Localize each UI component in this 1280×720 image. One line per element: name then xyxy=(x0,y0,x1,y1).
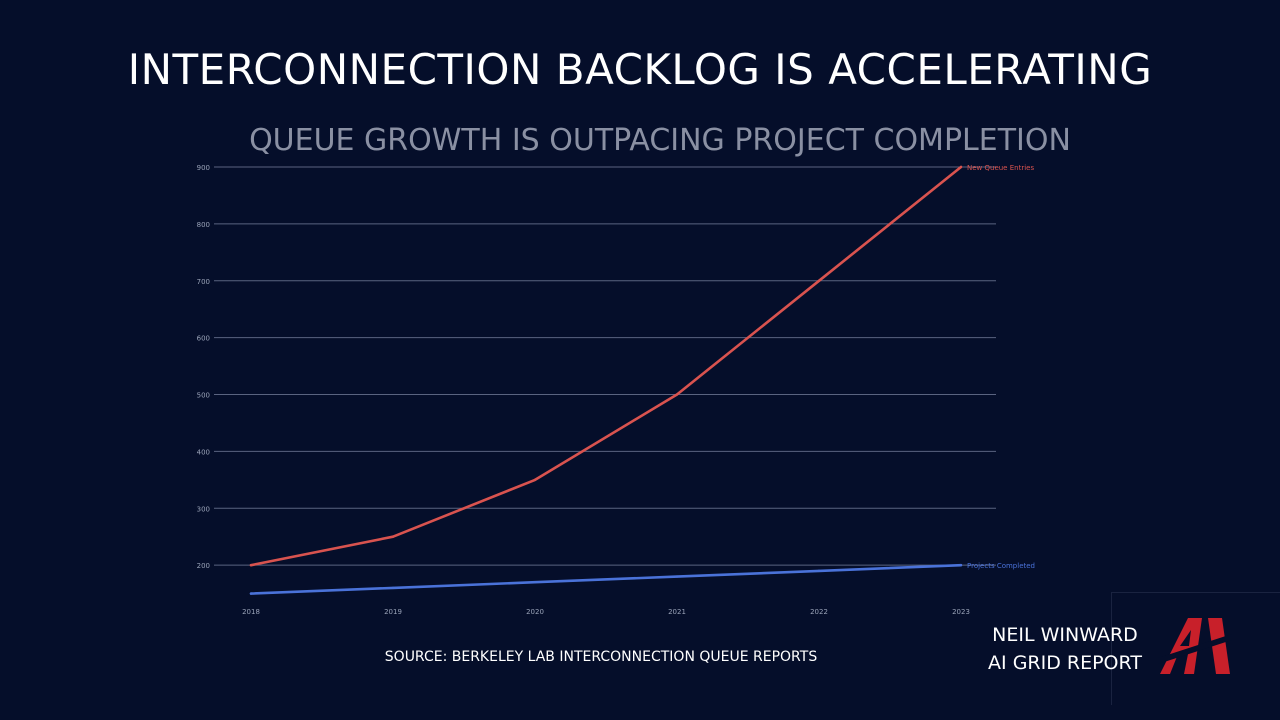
x-tick-label: 2019 xyxy=(384,608,402,616)
y-tick-label: 300 xyxy=(197,505,210,513)
series-labels: New Queue Entries Projects Completed xyxy=(967,164,1035,570)
data-point-new-queue-entries xyxy=(959,165,963,169)
source-note: SOURCE: BERKELEY LAB INTERCONNECTION QUE… xyxy=(384,649,818,665)
y-tick-label: 600 xyxy=(197,335,210,343)
data-point-projects-completed xyxy=(249,592,253,595)
series-label-new-queue-entries: New Queue Entries xyxy=(967,164,1034,172)
x-tick-label: 2018 xyxy=(242,608,260,616)
x-tick-label: 2023 xyxy=(952,608,970,616)
data-point-new-queue-entries xyxy=(675,393,679,396)
data-point-projects-completed xyxy=(817,569,821,573)
data-point-projects-completed xyxy=(533,581,537,584)
y-tick-label: 900 xyxy=(197,164,210,172)
data-point-new-queue-entries xyxy=(533,478,537,482)
series-line-new-queue-entries xyxy=(249,165,963,567)
data-point-new-queue-entries xyxy=(391,535,395,538)
y-tick-label: 400 xyxy=(197,448,210,456)
brand-panel xyxy=(1111,592,1280,705)
y-tick-label: 700 xyxy=(197,278,210,286)
x-tick-label: 2021 xyxy=(668,608,686,616)
x-tick-label: 2020 xyxy=(526,608,544,616)
data-point-projects-completed xyxy=(391,586,395,590)
gridlines xyxy=(214,166,996,566)
series-label-projects-completed: Projects Completed xyxy=(967,562,1035,570)
author-name: NEIL WINWARD xyxy=(992,624,1138,646)
data-point-new-queue-entries xyxy=(817,279,821,282)
ai-logo-icon xyxy=(1158,618,1232,674)
x-tick-label: 2022 xyxy=(810,608,828,616)
y-axis-ticks: 200 300 400 500 600 700 800 900 xyxy=(197,164,210,570)
y-tick-label: 500 xyxy=(197,392,210,400)
y-tick-label: 200 xyxy=(197,562,210,570)
y-tick-label: 800 xyxy=(197,221,210,229)
page-title: INTERCONNECTION BACKLOG IS ACCELERATING xyxy=(127,45,1153,94)
series-lines xyxy=(249,165,963,595)
chart-title: QUEUE GROWTH IS OUTPACING PROJECT COMPLE… xyxy=(249,123,1071,158)
series-line-projects-completed xyxy=(249,563,963,595)
data-point-projects-completed xyxy=(959,563,963,567)
report-name: AI GRID REPORT xyxy=(988,652,1142,674)
x-axis-ticks: 2018 2019 2020 2021 2022 2023 xyxy=(242,608,970,616)
data-point-new-queue-entries xyxy=(249,563,253,567)
data-point-projects-completed xyxy=(675,575,679,578)
